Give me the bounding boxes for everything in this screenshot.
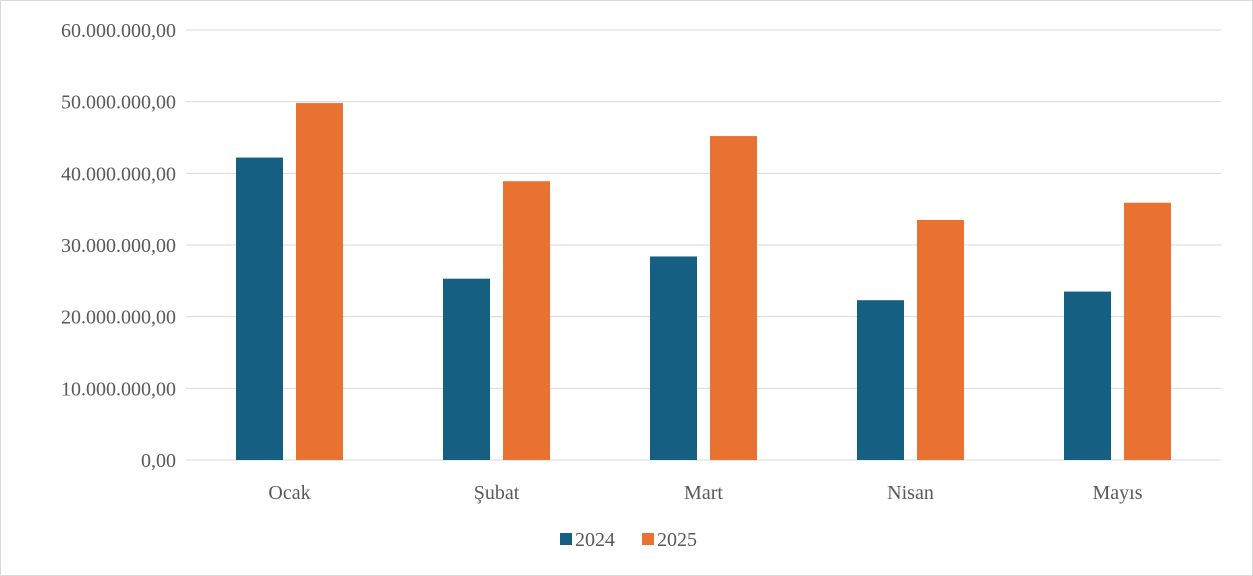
legend-label: 2025 — [657, 529, 697, 551]
x-tick-label: Nisan — [887, 482, 934, 504]
bar-2024-Nisan — [857, 300, 904, 460]
x-tick-label: Şubat — [474, 482, 520, 504]
x-axis-tick-labels: Ocak Şubat Mart Nisan Mayıs — [268, 482, 1142, 504]
y-tick-label: 60.000.000,00 — [61, 20, 176, 42]
gridlines — [186, 29, 1221, 461]
bar-2025-Şubat — [503, 181, 550, 460]
bar-2025-Nisan — [917, 219, 964, 460]
bars — [236, 103, 1171, 461]
x-tick-label: Ocak — [268, 482, 310, 504]
bar-2024-Mayıs — [1064, 291, 1111, 460]
y-tick-label: 10.000.000,00 — [61, 378, 176, 400]
x-tick-label: Mart — [684, 482, 723, 504]
bar-2025-Ocak — [296, 103, 343, 460]
bar-2024-Şubat — [443, 278, 490, 460]
bar-2025-Mart — [710, 136, 757, 461]
y-tick-label: 20.000.000,00 — [61, 307, 176, 329]
y-tick-label: 0,00 — [141, 450, 176, 472]
y-tick-label: 30.000.000,00 — [61, 235, 176, 257]
legend-label: 2024 — [575, 529, 615, 551]
bar-2025-Mayıs — [1124, 202, 1171, 460]
y-tick-label: 40.000.000,00 — [61, 163, 176, 185]
legend: 2024 2025 — [560, 529, 697, 551]
y-axis-tick-labels: 0,00 10.000.000,00 20.000.000,00 30.000.000… — [61, 20, 176, 472]
y-tick-label: 50.000.000,00 — [61, 92, 176, 114]
bar-2024-Ocak — [236, 157, 283, 461]
legend-swatch-2024 — [560, 533, 572, 545]
bar-2024-Mart — [650, 256, 697, 460]
x-tick-label: Mayıs — [1093, 482, 1143, 504]
legend-swatch-2025 — [642, 533, 654, 545]
